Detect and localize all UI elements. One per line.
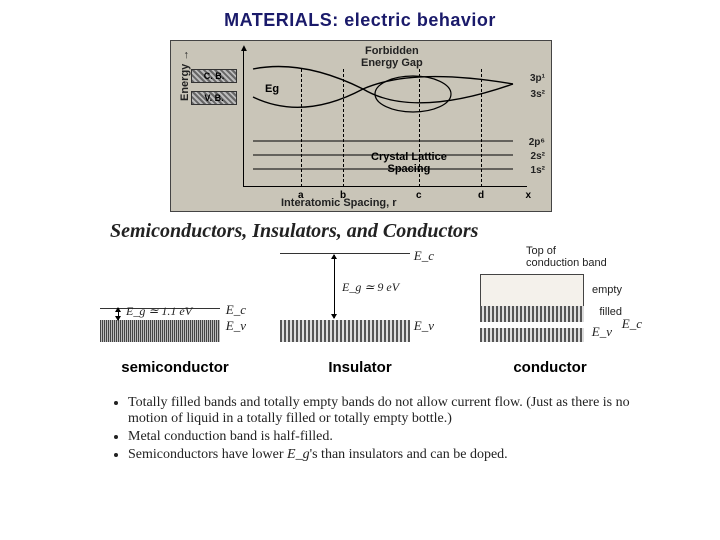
conductor-label: conductor	[480, 359, 620, 376]
bullet-3-a: Semiconductors have lower	[128, 447, 287, 462]
semiconductor-label: semiconductor	[100, 359, 250, 376]
energy-vs-spacing-diagram: Forbidden Energy Gap C. B. V. B. Eg ▲ a …	[170, 40, 552, 212]
filled-half	[480, 306, 584, 322]
band-diagrams-row: E_c E_v E_g ≃ 1.1 eV semiconductor E_c E…	[100, 248, 620, 358]
bullet-3: Semiconductors have lower E_g's than ins…	[128, 447, 630, 463]
empty-label: empty	[592, 284, 622, 296]
filled-label: filled	[599, 306, 622, 318]
empty-box	[480, 274, 584, 308]
insulator-band-diagram: E_c E_v E_g ≃ 9 eV Insulator	[280, 248, 440, 358]
eg-arrow-icon	[118, 308, 119, 320]
eg-value: E_g ≃ 9 eV	[342, 280, 399, 295]
ec-line	[280, 253, 410, 254]
slide: MATERIALS: electric behavior Forbidden E…	[0, 0, 720, 540]
tick-d: d	[478, 190, 484, 201]
filled-band	[100, 320, 220, 342]
bullet-1: Totally filled bands and totally empty b…	[128, 395, 630, 427]
eg-arrow-icon	[334, 255, 335, 318]
level-3p1: 3p¹	[530, 73, 545, 84]
valence-band-box: V. B.	[191, 91, 237, 105]
x-axis-label: Interatomic Spacing, r	[281, 197, 397, 209]
x-end-label: x	[525, 190, 531, 201]
level-2s2: 2s²	[531, 151, 545, 162]
bullet-2: Metal conduction band is half-filled.	[128, 429, 630, 445]
semiconductor-band-diagram: E_c E_v E_g ≃ 1.1 eV semiconductor	[100, 248, 250, 358]
filled-band	[480, 328, 584, 342]
section-heading: Semiconductors, Insulators, and Conducto…	[110, 220, 478, 243]
ev-label: E_v	[592, 324, 612, 340]
level-1s2: 1s²	[531, 165, 545, 176]
bullet-list: Totally filled bands and totally empty b…	[110, 395, 630, 465]
ec-label: E_c	[622, 316, 642, 332]
ev-label: E_v	[414, 318, 434, 334]
eg-value: E_g ≃ 1.1 eV	[126, 304, 192, 319]
top-of-cb-label: Top of conduction band	[526, 246, 607, 269]
tick-c: c	[416, 190, 422, 201]
bullet-3-eg: E_g	[287, 447, 310, 462]
level-3s2: 3s²	[531, 89, 545, 100]
page-title: MATERIALS: electric behavior	[0, 0, 720, 31]
conductor-band-diagram: Top of conduction band empty filled E_v …	[480, 248, 620, 358]
ec-label: E_c	[226, 302, 246, 318]
conduction-band-box: C. B.	[191, 69, 237, 83]
ev-label: E_v	[226, 318, 246, 334]
insulator-label: Insulator	[280, 359, 440, 376]
filled-band	[280, 320, 410, 342]
bullet-3-b: 's than insulators and can be doped.	[310, 447, 508, 462]
lattice-spacing-label: Crystal Lattice Spacing	[371, 151, 447, 175]
ec-label: E_c	[414, 248, 434, 264]
y-axis-label: Energy →	[179, 50, 191, 101]
level-2p6: 2p⁶	[529, 137, 545, 148]
